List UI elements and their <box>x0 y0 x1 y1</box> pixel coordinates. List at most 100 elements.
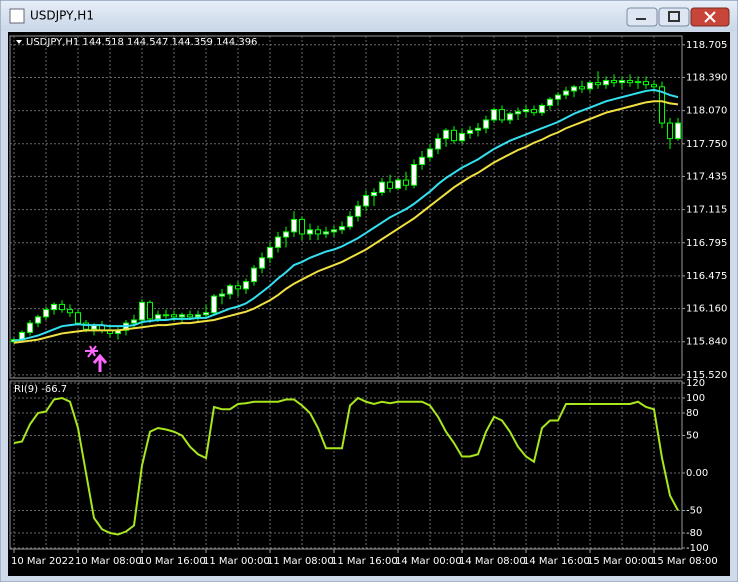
candle-body <box>195 314 201 318</box>
candle-body <box>139 301 145 321</box>
candle-body <box>203 312 209 316</box>
candle-body <box>307 229 313 235</box>
candle-body <box>667 122 673 140</box>
y-tick-label: 50 <box>686 431 699 442</box>
y-tick-label: 120 <box>686 378 705 389</box>
y-tick-label: 117.435 <box>686 171 727 182</box>
candle-body <box>83 322 89 330</box>
price-header: USDJPY,H1 144.518 144.547 144.359 144.39… <box>26 37 257 48</box>
candle-body <box>227 285 233 295</box>
x-tick-label: 14 Mar 00:00 <box>395 556 462 567</box>
candle-body <box>379 181 385 193</box>
x-tick-label: 11 Mar 16:00 <box>331 556 398 567</box>
candle-body <box>403 179 409 186</box>
candle-body <box>283 231 289 238</box>
candle-body <box>651 84 657 88</box>
window-icon <box>9 8 25 24</box>
candle-body <box>627 80 633 84</box>
candle-body <box>451 129 457 142</box>
candle-body <box>35 316 41 324</box>
candle-body <box>187 314 193 318</box>
y-tick-label: 115.840 <box>686 337 727 348</box>
maximize-button[interactable] <box>658 7 690 27</box>
x-tick-label: 14 Mar 08:00 <box>459 556 526 567</box>
candle-body <box>387 181 393 189</box>
candle-body <box>419 156 425 166</box>
y-tick-label: -100 <box>686 543 709 554</box>
candle-body <box>267 246 273 259</box>
indicator-line <box>13 396 679 536</box>
candle-body <box>363 195 369 207</box>
candle-body <box>523 109 529 113</box>
candle-body <box>595 82 601 86</box>
candle-body <box>235 285 241 290</box>
candle-body <box>243 281 249 290</box>
candle-body <box>603 80 609 86</box>
candle-body <box>131 319 137 324</box>
candle-body <box>531 109 537 114</box>
minimize-button[interactable] <box>626 7 658 27</box>
candle-body <box>499 109 505 121</box>
candle-body <box>67 309 73 314</box>
header-triangle <box>16 40 22 44</box>
candle-body <box>291 218 297 233</box>
candle-body <box>163 314 169 317</box>
x-tick-label: 14 Mar 16:00 <box>523 556 590 567</box>
signal-arrow <box>85 345 108 372</box>
candle-body <box>475 127 481 131</box>
y-tick-label: -50 <box>686 506 702 517</box>
candle-body <box>563 90 569 96</box>
y-tick-label: 100 <box>686 393 705 404</box>
candle-body <box>635 81 641 84</box>
candle-body <box>171 314 177 318</box>
x-tick-label: 11 Mar 08:00 <box>267 556 334 567</box>
candle-body <box>643 81 649 86</box>
y-tick-label: 118.070 <box>686 106 727 117</box>
candle-body <box>315 229 321 235</box>
candle-body <box>539 104 545 114</box>
maximize-icon <box>668 11 680 22</box>
moving-average <box>13 100 679 344</box>
chart-area <box>8 32 730 576</box>
candle-body <box>51 303 57 311</box>
indicator-panel <box>9 380 683 550</box>
candle-body <box>427 148 433 158</box>
candle-body <box>571 86 577 92</box>
x-tick-label: 10 Mar 08:00 <box>75 556 142 567</box>
y-tick-label: 118.705 <box>686 40 727 51</box>
candle-body <box>491 109 497 121</box>
y-tick-label: 116.795 <box>686 238 727 249</box>
y-tick-label: 80 <box>686 408 699 419</box>
y-tick-label: 116.475 <box>686 271 727 282</box>
y-tick-label: 116.160 <box>686 304 727 315</box>
x-tick-label: 10 Mar 16:00 <box>139 556 206 567</box>
x-tick-label: 15 Mar 08:00 <box>651 556 718 567</box>
candle-body <box>147 301 153 320</box>
candle-body <box>339 226 345 231</box>
candle-body <box>611 80 617 84</box>
candle-body <box>483 119 489 129</box>
candle-body <box>59 303 65 311</box>
candle-body <box>299 218 305 235</box>
y-tick-label: 118.390 <box>686 72 727 83</box>
x-tick-label: 15 Mar 00:00 <box>587 556 654 567</box>
candle-body <box>395 179 401 189</box>
y-tick-label: 117.750 <box>686 139 727 150</box>
moving-average <box>13 88 679 342</box>
candle-body <box>355 205 361 217</box>
y-tick-label: 117.115 <box>686 205 727 216</box>
candle-body <box>547 98 553 106</box>
x-tick-label: 10 Mar 2022 <box>11 556 74 567</box>
close-icon <box>704 11 716 23</box>
candle-body <box>331 229 337 233</box>
y-tick-label: 115.520 <box>686 370 727 381</box>
candle-body <box>459 132 465 142</box>
candle-body <box>179 314 185 318</box>
candle-body <box>211 295 217 314</box>
candle-body <box>587 82 593 90</box>
candle-body <box>155 314 161 320</box>
candle-body <box>507 113 513 121</box>
candle-body <box>619 80 625 84</box>
candle-body <box>675 122 681 140</box>
